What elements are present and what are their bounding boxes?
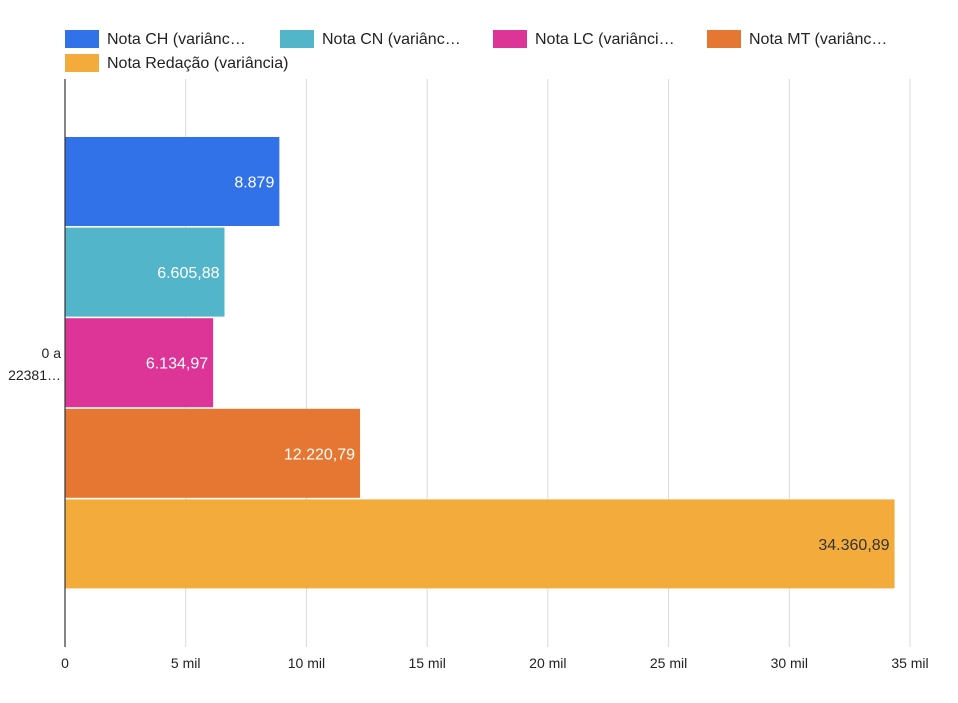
data-label: 8.879 (234, 175, 274, 192)
category-label: 22381… (8, 367, 61, 383)
data-label: 6.134,97 (146, 356, 208, 373)
bar (65, 499, 895, 589)
x-tick-label: 35 mil (891, 655, 928, 671)
legend-item[interactable]: Nota CN (variânc… (280, 30, 461, 48)
data-label: 6.605,88 (157, 265, 219, 282)
bars (65, 137, 895, 589)
x-tick-label: 10 mil (288, 655, 325, 671)
legend-swatch (65, 30, 99, 48)
x-tick-label: 15 mil (408, 655, 445, 671)
data-label: 12.220,79 (284, 446, 355, 463)
x-tick-label: 5 mil (171, 655, 201, 671)
x-tick-label: 20 mil (529, 655, 566, 671)
legend-item[interactable]: Nota MT (variânc… (707, 30, 887, 48)
legend-swatch (65, 54, 99, 72)
x-tick-label: 0 (61, 655, 69, 671)
legend-item[interactable]: Nota CH (variânc… (65, 30, 246, 48)
legend-label: Nota MT (variânc… (749, 31, 887, 48)
bar (65, 137, 280, 226)
legend-item[interactable]: Nota LC (variânci… (493, 30, 675, 48)
bar (65, 227, 225, 317)
bar (65, 408, 361, 498)
legend-label: Nota LC (variânci… (535, 31, 675, 48)
legend-label: Nota Redação (variância) (107, 55, 288, 72)
legend-swatch (707, 30, 741, 48)
legend-label: Nota CN (variânc… (322, 31, 461, 48)
legend-label: Nota CH (variânc… (107, 31, 246, 48)
x-tick-label: 25 mil (650, 655, 687, 671)
legend-item[interactable]: Nota Redação (variância) (65, 54, 288, 72)
bar (65, 318, 214, 408)
data-label: 34.360,89 (818, 537, 889, 554)
gridlines (185, 79, 911, 647)
legend-swatch (280, 30, 314, 48)
legend: Nota CH (variânc… Nota CN (variânc… Nota L… (65, 30, 887, 72)
category-label: 0 a (42, 345, 62, 361)
data-labels: 8.879 6.605,88 6.134,97 12.220,79 34.360,89 (146, 175, 890, 554)
x-tick-label: 30 mil (771, 655, 808, 671)
legend-swatch (493, 30, 527, 48)
axes: 0 5 mil 10 mil 15 mil 20 mil 25 mil 30 mil 35 m… (8, 79, 929, 671)
